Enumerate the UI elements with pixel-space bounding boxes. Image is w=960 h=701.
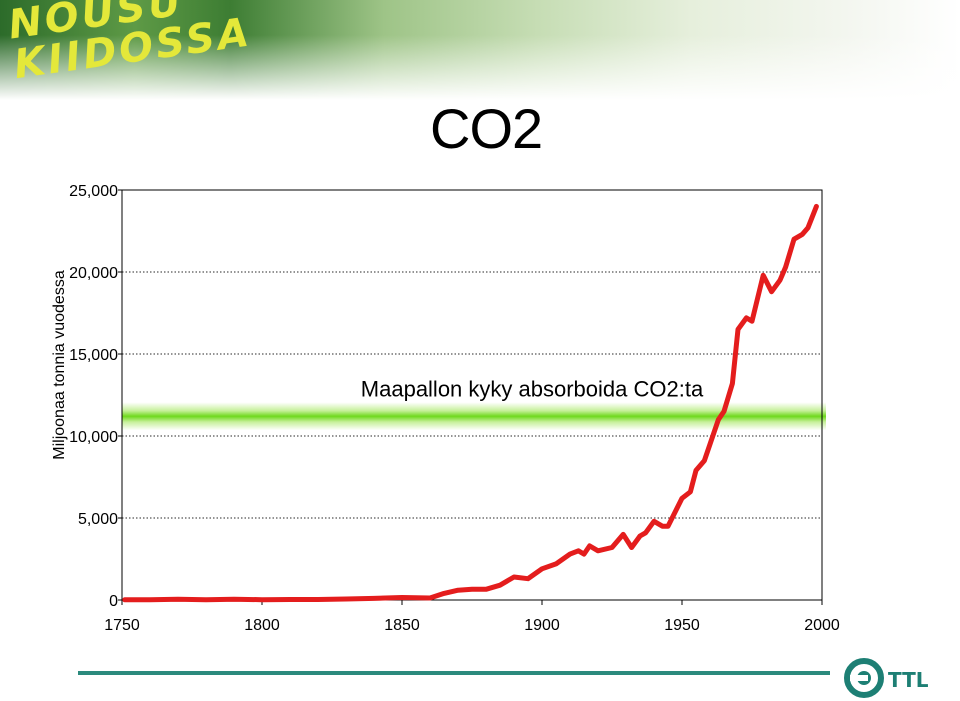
y-tick-label: 25,000 (69, 183, 118, 200)
ttl-logo-bar-icon (850, 675, 868, 681)
co2-emissions-chart: Maapallon kyky absorboida CO2:ta 0 5,000 1… (51, 183, 840, 634)
gridlines (122, 271, 822, 519)
x-tick-label: 2000 (804, 617, 840, 634)
ttl-logo: TTL (844, 658, 929, 698)
top-banner (0, 0, 960, 100)
x-tick-label: 1750 (104, 617, 140, 634)
x-tick-label: 1900 (524, 617, 560, 634)
co2-emissions-line (122, 203, 819, 603)
y-tick-label: 15,000 (69, 347, 118, 364)
y-tick-label: 5,000 (78, 511, 118, 528)
y-axis: 0 5,000 10,000 15,000 20,000 25,000 (69, 183, 122, 610)
y-tick-label: 10,000 (69, 429, 118, 446)
ttl-logo-ring-icon (844, 658, 884, 698)
plot-frame (121, 189, 823, 601)
y-tick-label: 0 (109, 593, 118, 610)
y-tick-label: 20,000 (69, 265, 118, 282)
x-tick-label: 1800 (244, 617, 280, 634)
slide-title: CO2 (430, 97, 543, 160)
absorption-capacity-band (122, 402, 826, 431)
bottom-rule (78, 671, 830, 675)
y-axis-label: Miljoonaa tonnia vuodessa (51, 270, 68, 460)
x-axis: 1750 1800 1850 1900 1950 2000 (104, 600, 840, 634)
x-tick-label: 1950 (664, 617, 700, 634)
absorption-capacity-label: Maapallon kyky absorboida CO2:ta (361, 376, 704, 401)
ttl-logo-text: TTL (888, 668, 929, 692)
x-tick-label: 1850 (384, 617, 420, 634)
